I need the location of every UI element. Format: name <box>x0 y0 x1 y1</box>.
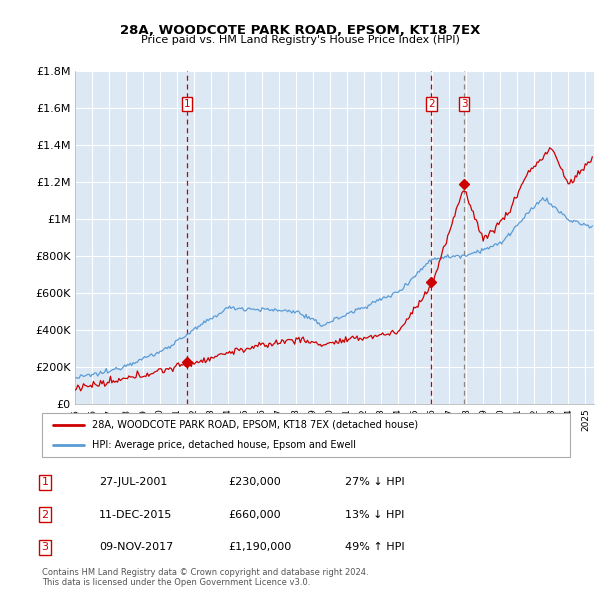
Text: £1,190,000: £1,190,000 <box>228 542 291 552</box>
Text: 2: 2 <box>428 99 435 109</box>
Text: £660,000: £660,000 <box>228 510 281 520</box>
Text: 49% ↑ HPI: 49% ↑ HPI <box>345 542 404 552</box>
Text: 28A, WOODCOTE PARK ROAD, EPSOM, KT18 7EX: 28A, WOODCOTE PARK ROAD, EPSOM, KT18 7EX <box>120 24 480 37</box>
Text: 3: 3 <box>461 99 467 109</box>
Text: 09-NOV-2017: 09-NOV-2017 <box>99 542 173 552</box>
Text: 1: 1 <box>184 99 190 109</box>
FancyBboxPatch shape <box>42 413 570 457</box>
Text: £230,000: £230,000 <box>228 477 281 487</box>
Text: 13% ↓ HPI: 13% ↓ HPI <box>345 510 404 520</box>
Text: HPI: Average price, detached house, Epsom and Ewell: HPI: Average price, detached house, Epso… <box>92 440 356 450</box>
Text: 1: 1 <box>41 477 49 487</box>
Text: Contains HM Land Registry data © Crown copyright and database right 2024.
This d: Contains HM Land Registry data © Crown c… <box>42 568 368 587</box>
Text: 11-DEC-2015: 11-DEC-2015 <box>99 510 172 520</box>
Text: 3: 3 <box>41 542 49 552</box>
Text: Price paid vs. HM Land Registry's House Price Index (HPI): Price paid vs. HM Land Registry's House … <box>140 35 460 45</box>
Text: 28A, WOODCOTE PARK ROAD, EPSOM, KT18 7EX (detached house): 28A, WOODCOTE PARK ROAD, EPSOM, KT18 7EX… <box>92 420 418 430</box>
Text: 27-JUL-2001: 27-JUL-2001 <box>99 477 167 487</box>
Text: 2: 2 <box>41 510 49 520</box>
Text: 27% ↓ HPI: 27% ↓ HPI <box>345 477 404 487</box>
